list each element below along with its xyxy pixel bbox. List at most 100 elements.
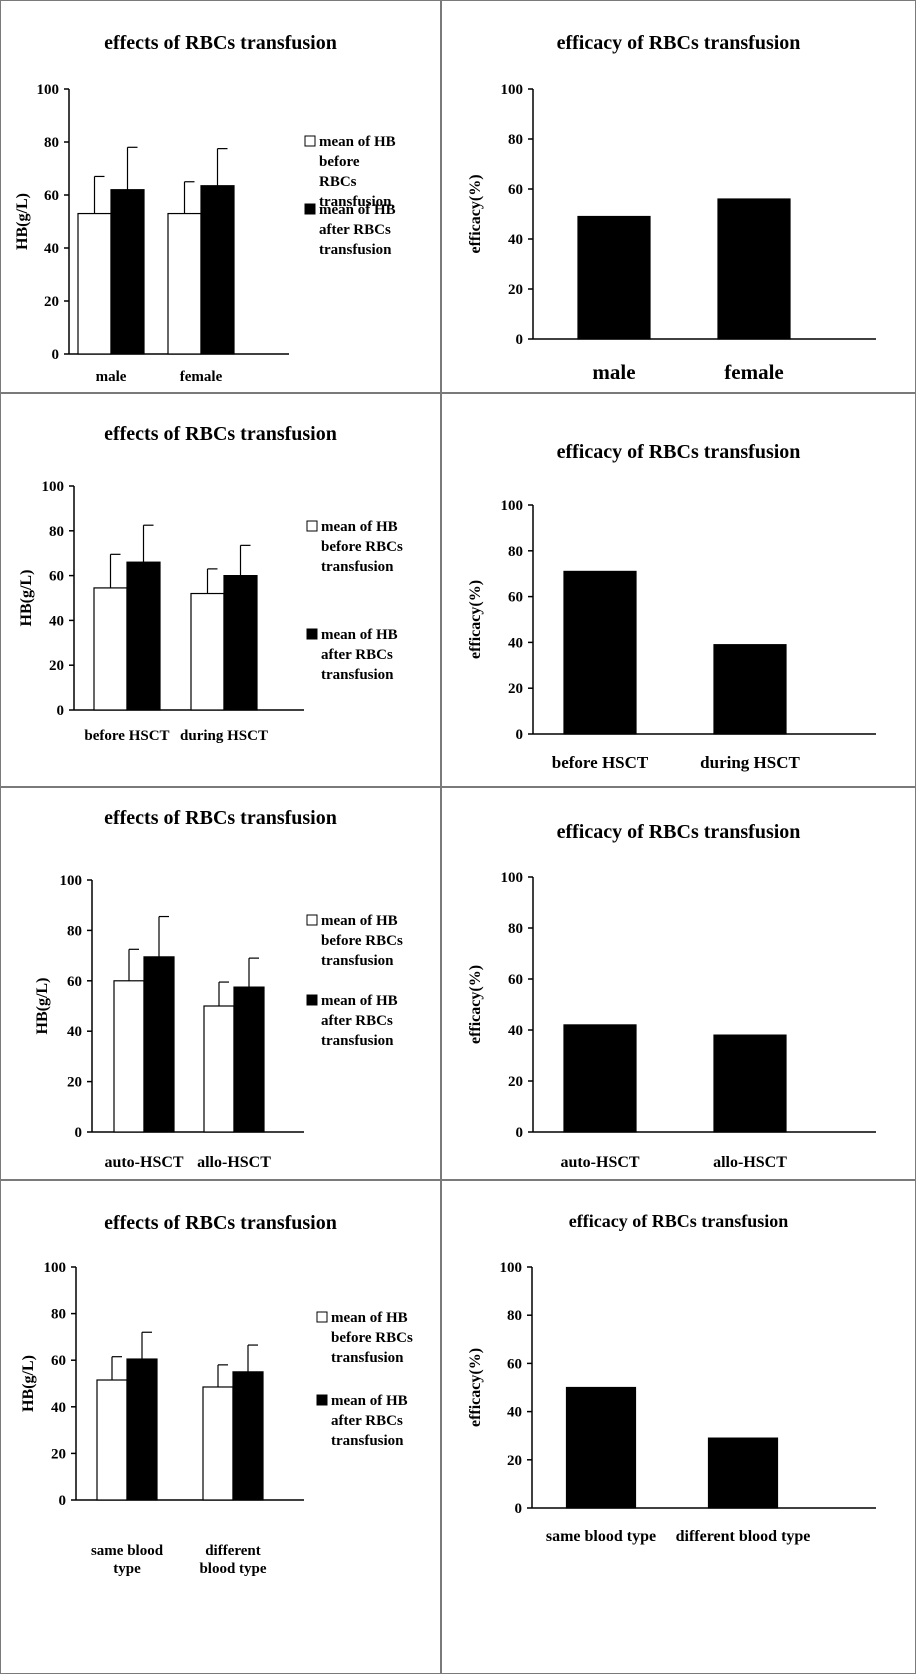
panel-efficacy-blood-type: efficacy of RBCs transfusion 0 20 40 60 80 100…: [441, 1180, 916, 1674]
legend-label: transfusion: [321, 953, 394, 969]
chart-title: effects of RBCs transfusion: [104, 807, 337, 829]
x-category-label: auto-HSCT: [560, 1154, 639, 1171]
legend-label: after RBCs: [331, 1413, 403, 1429]
y-tick-label: 100: [500, 1260, 523, 1276]
legend-label: before: [319, 154, 360, 170]
legend-label: mean of HB: [331, 1310, 408, 1326]
x-category-label: before HSCT: [84, 728, 169, 744]
y-tick-label: 60: [49, 569, 64, 585]
bar: [563, 570, 637, 735]
legend-label: transfusion: [331, 1433, 404, 1449]
legend-swatch-before: [306, 914, 318, 926]
legend-label: after RBCs: [319, 222, 391, 238]
bar-after: [200, 185, 235, 355]
x-category-label: female: [724, 360, 783, 384]
chart-title: efficacy of RBCs transfusion: [557, 441, 801, 463]
y-tick-label: 40: [508, 1023, 523, 1039]
legend-swatch-before: [306, 520, 318, 532]
legend-swatch-before: [316, 1311, 328, 1323]
bar-after: [110, 189, 145, 355]
y-axis-label: efficacy(%): [467, 174, 484, 253]
chart-svg: efficacy of RBCs transfusion 0 20 40 60 80 100…: [467, 441, 876, 772]
x-category-label: male: [96, 369, 127, 385]
chart-svg: efficacy of RBCs transfusion 0 20 40 60 80 100…: [467, 32, 876, 384]
y-tick-label: 80: [508, 132, 523, 148]
panel-effects-hsct-type: effects of RBCs transfusion 0 20 40 60 80 100 H…: [0, 787, 441, 1180]
bar-before: [202, 1386, 234, 1501]
bar-before: [77, 212, 112, 355]
bar-after: [126, 561, 161, 711]
x-category-label: type: [113, 1561, 141, 1577]
chart-svg: effects of RBCs transfusion 0 20 40 60 80 100 H…: [18, 423, 403, 744]
chart-svg: effects of RBCs transfusion 0 20 40 60 80 100 H…: [14, 32, 396, 385]
y-tick-label: 60: [508, 590, 523, 606]
legend-label: mean of HB: [319, 202, 396, 218]
y-tick-label: 0: [57, 703, 65, 719]
bar: [565, 1386, 637, 1509]
legend-swatch-after: [316, 1394, 328, 1406]
y-tick-label: 20: [67, 1075, 82, 1091]
y-tick-label: 60: [507, 1356, 522, 1372]
legend-label: before RBCs: [321, 933, 403, 949]
y-tick-label: 40: [507, 1405, 522, 1421]
y-axis-label: HB(g/L): [18, 570, 35, 627]
legend-label: transfusion: [321, 667, 394, 683]
legend-swatch-after: [306, 628, 318, 640]
y-tick-label: 80: [51, 1307, 66, 1323]
y-tick-label: 40: [508, 232, 523, 248]
y-tick-label: 80: [507, 1308, 522, 1324]
y-tick-label: 20: [508, 1074, 523, 1090]
x-category-label: different: [205, 1543, 261, 1559]
x-category-label: allo-HSCT: [197, 1154, 271, 1171]
y-tick-label: 0: [516, 727, 524, 743]
legend-label: mean of HB: [321, 627, 398, 643]
x-category-label: auto-HSCT: [104, 1154, 183, 1171]
y-tick-label: 60: [508, 972, 523, 988]
panel-efficacy-hsct-type: efficacy of RBCs transfusion 0 20 40 60 80 100…: [441, 787, 916, 1180]
bar-before: [203, 1005, 235, 1133]
legend-swatch-before: [304, 135, 316, 147]
legend-label: transfusion: [321, 559, 394, 575]
y-tick-label: 40: [49, 613, 64, 629]
chart-svg: efficacy of RBCs transfusion 0 20 40 60 80 100…: [467, 1211, 876, 1545]
legend-label: mean of HB: [319, 134, 396, 150]
legend-label: mean of HB: [331, 1393, 408, 1409]
legend-label: mean of HB: [321, 519, 398, 535]
x-category-label: same blood: [91, 1543, 164, 1559]
y-tick-label: 100: [44, 1260, 67, 1276]
bar-after: [143, 956, 175, 1133]
y-tick-label: 100: [60, 873, 83, 889]
bar-before: [190, 592, 225, 711]
y-tick-label: 100: [42, 479, 65, 495]
bar: [707, 1437, 779, 1509]
y-tick-label: 20: [508, 681, 523, 697]
bar-after: [223, 575, 258, 711]
x-category-label: during HSCT: [180, 728, 268, 744]
y-tick-label: 60: [44, 188, 59, 204]
bar-before: [113, 980, 145, 1133]
y-axis-label: HB(g/L): [20, 1355, 37, 1412]
y-tick-label: 0: [516, 332, 524, 348]
y-tick-label: 0: [59, 1493, 67, 1509]
y-axis-label: HB(g/L): [14, 193, 31, 250]
x-category-label: blood type: [199, 1561, 266, 1577]
x-category-label: male: [592, 360, 635, 384]
y-tick-label: 100: [501, 82, 524, 98]
panel-effects-sex: effects of RBCs transfusion 0 20 40 60 80 100 H…: [0, 0, 441, 393]
y-tick-label: 40: [51, 1400, 66, 1416]
bar-before: [96, 1379, 128, 1501]
x-category-label: allo-HSCT: [713, 1154, 787, 1171]
y-tick-label: 60: [67, 974, 82, 990]
y-tick-label: 100: [501, 498, 524, 514]
legend-label: after RBCs: [321, 647, 393, 663]
legend-label: before RBCs: [331, 1330, 413, 1346]
y-tick-label: 0: [515, 1501, 523, 1517]
y-axis-label: HB(g/L): [34, 978, 51, 1035]
bar: [577, 215, 651, 340]
y-tick-label: 20: [508, 282, 523, 298]
bar-after: [233, 986, 265, 1133]
legend-label: after RBCs: [321, 1013, 393, 1029]
y-tick-label: 100: [37, 82, 60, 98]
chart-svg: efficacy of RBCs transfusion 0 20 40 60 80 100…: [467, 821, 876, 1171]
